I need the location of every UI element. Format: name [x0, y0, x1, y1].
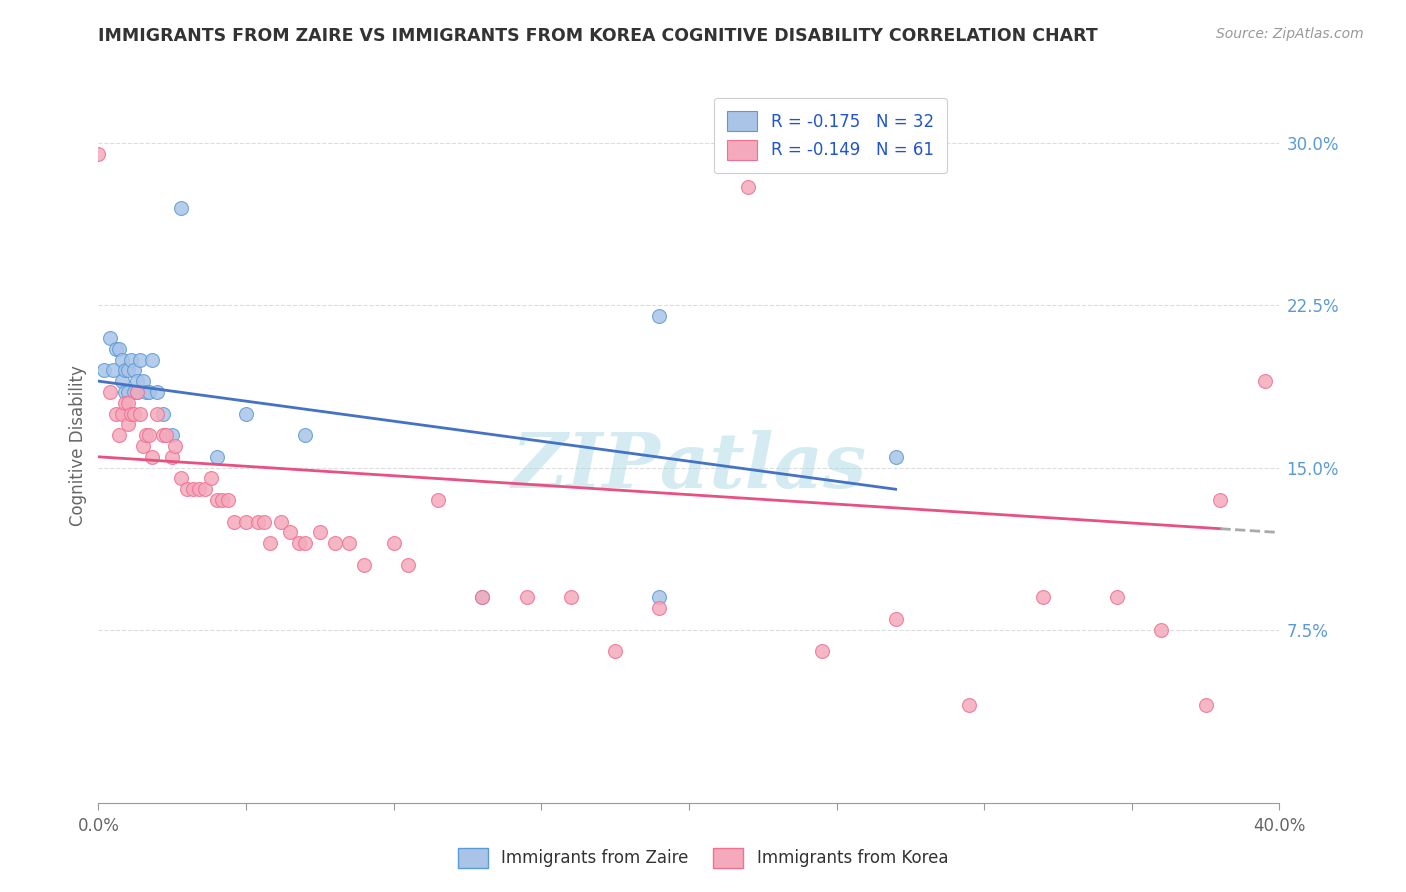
- Text: ZIP​atlas: ZIP​atlas: [512, 431, 866, 504]
- Point: [117, 396, 139, 410]
- Point: [135, 428, 157, 442]
- Point: [737, 179, 759, 194]
- Point: [170, 471, 193, 485]
- Point: [98, 331, 121, 345]
- Point: [235, 515, 257, 529]
- Point: [253, 515, 276, 529]
- Point: [605, 644, 627, 658]
- Point: [122, 384, 145, 399]
- Point: [810, 644, 832, 658]
- Point: [128, 352, 150, 367]
- Point: [648, 310, 671, 324]
- Point: [353, 558, 375, 572]
- Point: [1150, 623, 1173, 637]
- Point: [235, 407, 257, 421]
- Point: [259, 536, 281, 550]
- Point: [155, 428, 177, 442]
- Point: [114, 396, 136, 410]
- Point: [1254, 374, 1277, 388]
- Point: [200, 471, 222, 485]
- Point: [205, 493, 228, 508]
- Point: [141, 352, 163, 367]
- Text: IMMIGRANTS FROM ZAIRE VS IMMIGRANTS FROM KOREA COGNITIVE DISABILITY CORRELATION : IMMIGRANTS FROM ZAIRE VS IMMIGRANTS FROM…: [98, 27, 1098, 45]
- Point: [111, 407, 134, 421]
- Point: [128, 407, 150, 421]
- Point: [560, 591, 582, 605]
- Point: [111, 374, 134, 388]
- Point: [132, 439, 155, 453]
- Point: [117, 384, 139, 399]
- Point: [339, 536, 360, 550]
- Point: [224, 515, 246, 529]
- Point: [162, 450, 183, 464]
- Point: [165, 439, 187, 453]
- Point: [125, 384, 148, 399]
- Point: [108, 428, 131, 442]
- Point: [471, 591, 494, 605]
- Point: [427, 493, 450, 508]
- Point: [1209, 493, 1232, 508]
- Point: [125, 374, 148, 388]
- Point: [1105, 591, 1128, 605]
- Point: [135, 384, 157, 399]
- Point: [152, 428, 174, 442]
- Point: [884, 450, 907, 464]
- Point: [648, 591, 671, 605]
- Point: [1032, 591, 1054, 605]
- Point: [294, 536, 316, 550]
- Point: [187, 482, 209, 496]
- Point: [93, 363, 115, 377]
- Point: [246, 515, 269, 529]
- Point: [396, 558, 419, 572]
- Point: [278, 525, 302, 540]
- Point: [959, 698, 981, 713]
- Point: [294, 428, 316, 442]
- Point: [146, 407, 169, 421]
- Text: Source: ZipAtlas.com: Source: ZipAtlas.com: [1216, 27, 1364, 41]
- Point: [648, 601, 671, 615]
- Point: [105, 407, 128, 421]
- Point: [105, 342, 128, 356]
- Point: [98, 384, 121, 399]
- Point: [471, 591, 494, 605]
- Point: [170, 201, 193, 215]
- Point: [141, 450, 163, 464]
- Point: [194, 482, 217, 496]
- Point: [146, 384, 169, 399]
- Point: [114, 363, 136, 377]
- Point: [309, 525, 332, 540]
- Point: [120, 407, 142, 421]
- Point: [323, 536, 346, 550]
- Point: [217, 493, 239, 508]
- Point: [270, 515, 292, 529]
- Point: [162, 428, 183, 442]
- Point: [138, 384, 160, 399]
- Point: [176, 482, 198, 496]
- Y-axis label: Cognitive Disability: Cognitive Disability: [69, 366, 87, 526]
- Point: [114, 384, 136, 399]
- Legend: Immigrants from Zaire, Immigrants from Korea: Immigrants from Zaire, Immigrants from K…: [451, 841, 955, 875]
- Point: [515, 591, 537, 605]
- Point: [103, 363, 125, 377]
- Point: [288, 536, 311, 550]
- Point: [884, 612, 907, 626]
- Point: [1195, 698, 1218, 713]
- Point: [120, 352, 142, 367]
- Point: [108, 342, 131, 356]
- Point: [211, 493, 233, 508]
- Legend: R = -0.175   N = 32, R = -0.149   N = 61: R = -0.175 N = 32, R = -0.149 N = 61: [714, 97, 948, 173]
- Point: [125, 384, 148, 399]
- Point: [122, 407, 145, 421]
- Point: [382, 536, 405, 550]
- Point: [132, 374, 155, 388]
- Point: [111, 352, 134, 367]
- Point: [87, 147, 110, 161]
- Point: [122, 363, 145, 377]
- Point: [205, 450, 228, 464]
- Point: [117, 363, 139, 377]
- Point: [117, 417, 139, 432]
- Point: [138, 428, 160, 442]
- Point: [152, 407, 174, 421]
- Point: [181, 482, 204, 496]
